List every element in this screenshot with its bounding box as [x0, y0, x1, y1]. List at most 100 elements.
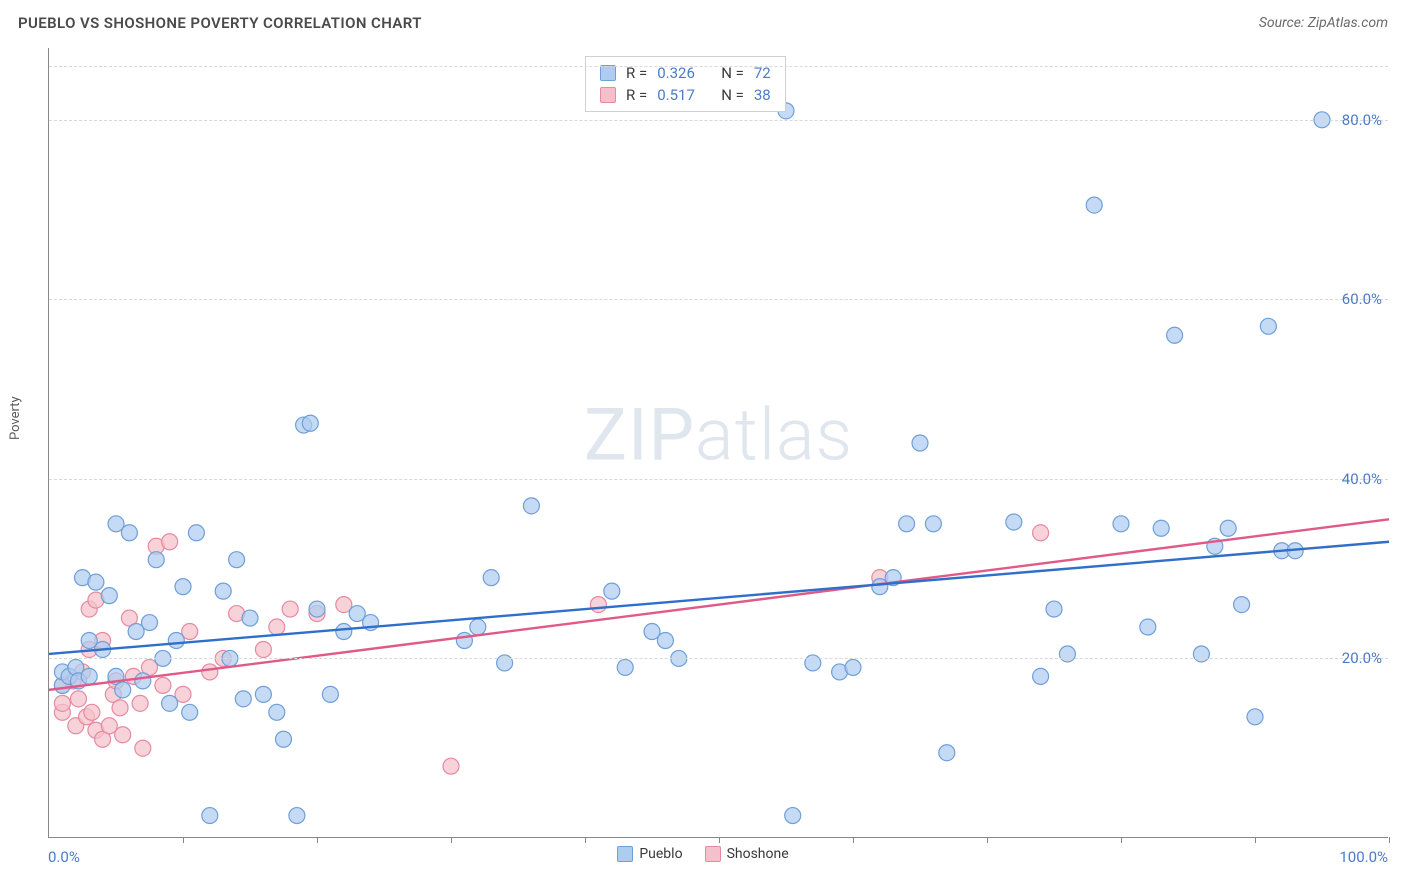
- data-point: [1033, 525, 1049, 541]
- data-point: [81, 668, 97, 684]
- data-point: [142, 615, 158, 631]
- stat-n-label: N =: [721, 86, 744, 104]
- y-axis-label: Poverty: [8, 396, 23, 440]
- data-point: [1046, 601, 1062, 617]
- data-point: [925, 516, 941, 532]
- data-point: [590, 597, 606, 613]
- data-point: [497, 655, 513, 671]
- y-tick-label: 20.0%: [1342, 649, 1382, 667]
- data-point: [443, 758, 459, 774]
- data-point: [229, 552, 245, 568]
- data-point: [135, 673, 151, 689]
- data-point: [1247, 709, 1263, 725]
- data-point: [215, 583, 231, 599]
- data-point: [235, 691, 251, 707]
- data-point: [121, 525, 137, 541]
- x-tick: [987, 837, 988, 843]
- legend-swatch: [617, 846, 633, 862]
- data-point: [1153, 520, 1169, 536]
- data-point: [276, 731, 292, 747]
- x-tick: [1389, 837, 1390, 843]
- stat-r-value: 0.517: [657, 86, 711, 104]
- stat-r-label: R =: [626, 86, 647, 104]
- data-point: [309, 601, 325, 617]
- data-point: [899, 516, 915, 532]
- data-point: [939, 745, 955, 761]
- legend: Pueblo Shoshone: [0, 846, 1406, 862]
- x-tick: [317, 837, 318, 843]
- data-point: [162, 695, 178, 711]
- data-point: [255, 686, 271, 702]
- stats-swatch: [600, 87, 616, 103]
- data-point: [483, 570, 499, 586]
- data-point: [148, 552, 164, 568]
- data-point: [302, 415, 318, 431]
- x-tick: [1121, 837, 1122, 843]
- data-point: [1220, 520, 1236, 536]
- data-point: [657, 633, 673, 649]
- x-tick: [585, 837, 586, 843]
- x-tick: [719, 837, 720, 843]
- data-point: [289, 808, 305, 824]
- data-point: [1113, 516, 1129, 532]
- data-point: [604, 583, 620, 599]
- data-point: [182, 704, 198, 720]
- data-point: [88, 574, 104, 590]
- data-point: [242, 610, 258, 626]
- gridline: [49, 120, 1388, 121]
- stats-swatch: [600, 65, 616, 81]
- trendline: [49, 542, 1389, 654]
- legend-item: Shoshone: [705, 846, 789, 862]
- data-point: [1260, 318, 1276, 334]
- data-point: [54, 695, 70, 711]
- data-point: [115, 682, 131, 698]
- trendline: [49, 519, 1389, 690]
- data-point: [282, 601, 298, 617]
- x-tick: [853, 837, 854, 843]
- stat-n-value: 38: [754, 86, 771, 104]
- data-point: [470, 619, 486, 635]
- gridline: [49, 299, 1388, 300]
- x-tick: [183, 837, 184, 843]
- svg-layer: [49, 48, 1388, 837]
- source-label: Source: ZipAtlas.com: [1259, 15, 1388, 31]
- data-point: [155, 677, 171, 693]
- data-point: [115, 727, 131, 743]
- x-tick: [1255, 837, 1256, 843]
- data-point: [269, 619, 285, 635]
- gridline: [49, 66, 1388, 67]
- data-point: [456, 633, 472, 649]
- data-point: [845, 659, 861, 675]
- data-point: [101, 588, 117, 604]
- data-point: [188, 525, 204, 541]
- data-point: [912, 435, 928, 451]
- y-tick-label: 80.0%: [1342, 111, 1382, 129]
- data-point: [70, 691, 86, 707]
- legend-label: Pueblo: [639, 846, 682, 862]
- plot-area: ZIPatlas R =0.326N =72R =0.517N =38 20.0…: [48, 48, 1388, 838]
- data-point: [1086, 197, 1102, 213]
- data-point: [336, 624, 352, 640]
- y-tick-label: 60.0%: [1342, 290, 1382, 308]
- data-point: [175, 579, 191, 595]
- stats-row: R = 0.517 N = 38: [600, 84, 771, 106]
- x-tick: [451, 837, 452, 843]
- data-point: [1193, 646, 1209, 662]
- data-point: [1059, 646, 1075, 662]
- data-point: [785, 808, 801, 824]
- data-point: [523, 498, 539, 514]
- gridline: [49, 658, 1388, 659]
- data-point: [202, 664, 218, 680]
- stats-box: R =0.326N =72R =0.517N =38: [585, 56, 786, 112]
- data-point: [168, 633, 184, 649]
- data-point: [202, 808, 218, 824]
- chart-title: PUEBLO VS SHOSHONE POVERTY CORRELATION C…: [18, 14, 422, 32]
- data-point: [112, 700, 128, 716]
- legend-label: Shoshone: [727, 846, 789, 862]
- data-point: [162, 534, 178, 550]
- data-point: [322, 686, 338, 702]
- data-point: [1033, 668, 1049, 684]
- gridline: [49, 479, 1388, 480]
- data-point: [255, 641, 271, 657]
- data-point: [805, 655, 821, 671]
